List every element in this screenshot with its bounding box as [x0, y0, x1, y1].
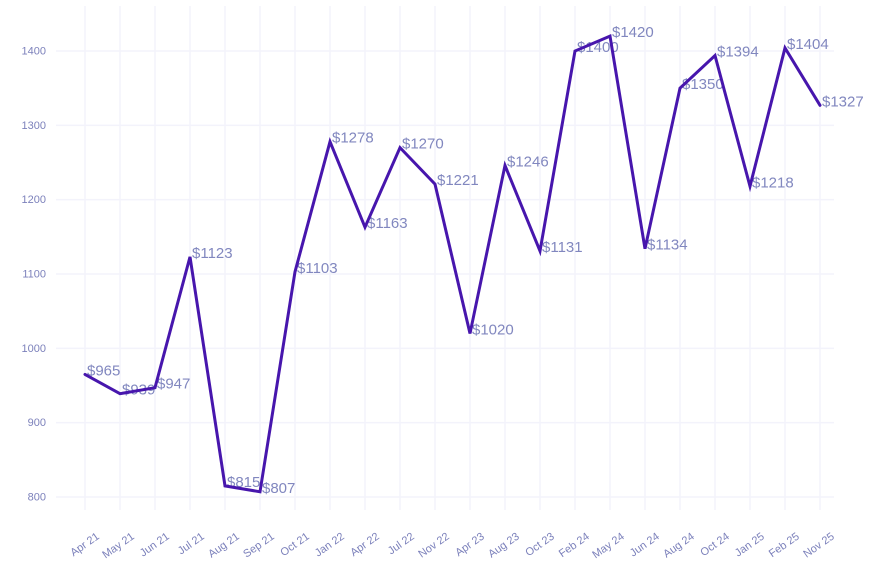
y-axis-tick-label: 1400 [22, 46, 46, 58]
data-point-label: $1270 [402, 136, 444, 153]
data-point-label: $1020 [472, 321, 514, 338]
x-axis-tick-label: Feb 25 [767, 531, 802, 560]
y-axis-tick-label: 1000 [22, 343, 46, 355]
data-point-label: $1404 [787, 36, 829, 53]
data-point-label: $1123 [192, 245, 233, 262]
data-point-label: $1420 [612, 24, 654, 41]
x-axis-tick-label: May 24 [590, 531, 626, 562]
y-axis-tick-label: 900 [28, 417, 46, 429]
x-axis-tick-label: Jan 22 [313, 531, 347, 560]
x-axis-tick-label: Apr 23 [453, 531, 486, 559]
x-axis-tick-label: Jul 22 [386, 531, 417, 558]
x-axis-tick-label: May 21 [100, 531, 136, 562]
x-axis-tick-label: Apr 21 [68, 531, 101, 559]
x-axis-tick-label: Aug 23 [486, 531, 521, 561]
data-point-label: $1131 [542, 239, 583, 256]
data-point-label: $1134 [647, 237, 688, 254]
data-point-label: $1394 [717, 43, 759, 60]
data-point-label: $1278 [332, 130, 374, 147]
data-point-label: $1163 [367, 215, 408, 232]
x-axis-tick-label: Oct 23 [523, 531, 556, 559]
data-point-label: $1103 [297, 260, 338, 277]
x-axis-tick-label: Nov 25 [801, 531, 836, 561]
x-axis-tick-label: Jan 25 [733, 531, 767, 560]
x-axis-tick-label: Nov 22 [416, 531, 451, 561]
x-axis-tick-label: Jun 24 [628, 531, 662, 560]
data-point-label: $1246 [507, 153, 549, 170]
data-point-label: $947 [157, 376, 190, 393]
y-axis-tick-label: 1200 [22, 194, 46, 206]
x-axis-tick-label: Aug 21 [206, 531, 241, 561]
data-point-label: $1400 [577, 39, 619, 56]
data-point-label: $1221 [437, 172, 479, 189]
x-axis-tick-label: Oct 24 [698, 531, 731, 559]
x-axis-tick-label: Feb 24 [557, 531, 592, 560]
data-point-label: $1350 [682, 76, 724, 93]
x-axis-tick-label: Aug 24 [661, 531, 696, 561]
x-axis-tick-label: Apr 22 [348, 531, 381, 559]
x-axis-tick-label: Sep 21 [241, 531, 276, 561]
y-axis-tick-label: 1300 [22, 120, 46, 132]
y-axis-tick-label: 800 [28, 492, 46, 504]
y-axis-tick-label: 1100 [22, 269, 46, 281]
x-axis-tick-label: Oct 21 [278, 531, 311, 559]
data-point-label: $1327 [822, 93, 864, 110]
data-point-label: $807 [262, 480, 295, 497]
x-axis-tick-label: Jun 21 [138, 531, 172, 560]
data-point-label: $965 [87, 362, 120, 379]
series-line [83, 33, 822, 494]
x-axis-tick-label: Jul 21 [176, 531, 207, 558]
data-point-label: $1218 [752, 174, 794, 191]
